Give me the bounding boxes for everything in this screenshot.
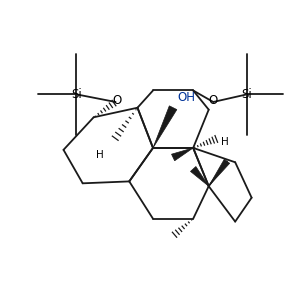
Text: O: O <box>112 94 121 107</box>
Text: Si: Si <box>71 88 82 101</box>
Polygon shape <box>153 106 177 148</box>
Polygon shape <box>172 148 193 161</box>
Polygon shape <box>190 166 209 186</box>
Text: Si: Si <box>242 88 252 101</box>
Text: OH: OH <box>177 91 195 104</box>
Polygon shape <box>209 159 230 186</box>
Text: H: H <box>96 150 104 160</box>
Text: H: H <box>222 137 229 147</box>
Text: O: O <box>209 94 218 107</box>
